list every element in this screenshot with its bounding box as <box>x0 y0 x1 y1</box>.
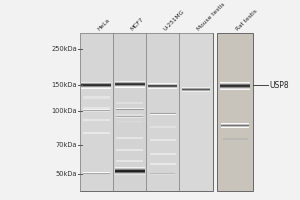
Text: Rat testis: Rat testis <box>235 8 258 32</box>
Bar <box>116 102 143 104</box>
Text: USP8: USP8 <box>269 81 289 90</box>
Bar <box>116 114 143 116</box>
Bar <box>115 168 145 169</box>
Text: Mouse testis: Mouse testis <box>196 2 226 32</box>
Bar <box>146 33 179 191</box>
Bar <box>116 137 143 139</box>
Text: 70kDa: 70kDa <box>55 142 77 148</box>
Bar <box>80 33 113 191</box>
Bar <box>115 170 145 171</box>
Bar <box>116 160 143 162</box>
Text: U-251MG: U-251MG <box>163 9 186 32</box>
Text: HeLa: HeLa <box>96 17 111 32</box>
Bar <box>150 126 176 128</box>
Bar <box>115 172 145 173</box>
Bar <box>115 171 145 172</box>
Text: 250kDa: 250kDa <box>51 46 77 52</box>
Text: 50kDa: 50kDa <box>55 171 77 177</box>
Bar <box>83 107 110 109</box>
Bar <box>83 96 110 99</box>
Bar <box>115 174 145 175</box>
Text: MCF7: MCF7 <box>130 17 145 32</box>
Text: 150kDa: 150kDa <box>51 82 77 88</box>
Bar <box>83 119 110 121</box>
Bar <box>115 169 145 170</box>
Bar <box>150 163 176 165</box>
Bar <box>83 132 110 134</box>
Bar <box>223 138 247 140</box>
Bar <box>150 153 176 155</box>
Text: 100kDa: 100kDa <box>51 108 77 114</box>
Bar <box>113 33 146 191</box>
Bar <box>150 139 176 141</box>
Bar <box>115 173 145 174</box>
Bar <box>217 33 253 191</box>
Bar <box>80 33 213 191</box>
Bar <box>115 167 145 168</box>
Bar <box>116 149 143 151</box>
Bar <box>179 33 213 191</box>
